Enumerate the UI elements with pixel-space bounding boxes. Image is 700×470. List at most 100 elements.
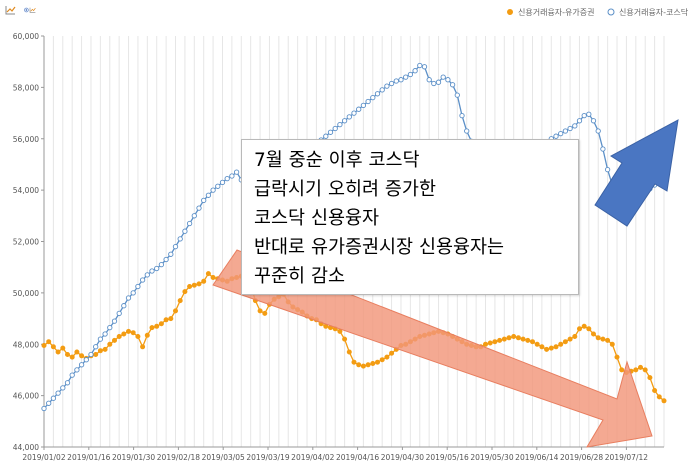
data-point-kosdaq xyxy=(562,128,569,134)
data-point-kospi xyxy=(65,351,71,357)
data-point-kosdaq xyxy=(572,123,578,129)
data-point-kosdaq xyxy=(337,121,343,128)
data-point-kosdaq xyxy=(233,169,240,175)
data-point-kospi xyxy=(69,354,75,360)
data-point-kosdaq xyxy=(403,74,409,80)
data-point-kospi xyxy=(633,367,639,373)
data-point-kosdaq xyxy=(158,261,165,268)
data-point-kospi xyxy=(154,323,160,329)
data-point-kospi xyxy=(492,339,498,345)
data-point-kospi xyxy=(525,337,531,343)
x-tick-label: 2019/04/30 xyxy=(381,453,424,462)
data-point-kospi xyxy=(140,344,146,350)
data-point-kosdaq xyxy=(210,187,216,193)
data-point-kospi xyxy=(497,337,503,343)
data-point-kospi xyxy=(600,336,606,342)
data-point-kospi xyxy=(595,335,601,341)
y-tick-label: 44,000 xyxy=(13,443,39,452)
data-point-kospi xyxy=(79,353,85,359)
data-point-kospi xyxy=(187,283,193,289)
data-point-kosdaq xyxy=(558,130,564,137)
data-point-kospi xyxy=(262,310,268,316)
data-point-kospi xyxy=(515,335,521,341)
data-point-kosdaq xyxy=(440,74,446,80)
data-point-kospi xyxy=(356,362,362,368)
data-point-kospi xyxy=(55,349,61,355)
data-point-kosdaq xyxy=(567,125,573,132)
data-point-kospi xyxy=(342,336,348,342)
data-point-kosdaq xyxy=(224,175,230,182)
x-tick-label: 2019/03/05 xyxy=(202,453,245,462)
data-point-kosdaq xyxy=(327,129,334,135)
data-point-kospi xyxy=(149,325,155,331)
data-point-kosdaq xyxy=(191,213,197,219)
data-point-kosdaq xyxy=(398,77,404,83)
data-point-kosdaq xyxy=(332,125,338,132)
data-point-kospi xyxy=(576,326,582,332)
x-tick-label: 2019/04/02 xyxy=(291,453,334,462)
data-point-kosdaq xyxy=(445,77,451,83)
data-point-kospi xyxy=(205,271,211,277)
x-tick-label: 2019/04/16 xyxy=(336,453,379,462)
data-point-kosdaq xyxy=(374,91,381,97)
x-tick-label: 2019/03/19 xyxy=(246,453,289,462)
data-point-kosdaq xyxy=(215,183,221,189)
data-point-kosdaq xyxy=(41,405,47,412)
data-point-kospi xyxy=(41,342,47,348)
x-tick-label: 2019/06/28 xyxy=(560,453,603,462)
data-point-kosdaq xyxy=(431,80,437,87)
data-point-kospi xyxy=(46,339,52,345)
callout-line: 코스닥 신용융자 xyxy=(254,208,380,229)
data-point-kosdaq xyxy=(454,92,460,98)
x-tick-label: 2019/01/16 xyxy=(67,453,110,462)
data-point-kosdaq xyxy=(69,372,75,378)
data-point-kospi xyxy=(168,316,174,322)
data-point-kosdaq xyxy=(172,243,179,250)
data-point-kosdaq xyxy=(604,166,611,173)
data-point-kosdaq xyxy=(93,344,99,350)
data-point-kospi xyxy=(487,340,493,346)
data-point-kospi xyxy=(558,341,564,347)
data-point-kospi xyxy=(346,349,352,355)
data-point-kospi xyxy=(173,308,179,314)
data-point-kosdaq xyxy=(595,128,601,134)
data-point-kosdaq xyxy=(182,228,188,234)
data-point-kosdaq xyxy=(323,133,329,139)
up-arrow-annotation xyxy=(594,119,679,227)
y-tick-label: 60,000 xyxy=(13,32,39,41)
data-point-kosdaq xyxy=(163,256,169,263)
x-tick-label: 2019/05/30 xyxy=(470,453,513,462)
y-tick-label: 54,000 xyxy=(13,186,39,195)
legend-marker-kospi xyxy=(507,9,513,15)
data-point-kospi xyxy=(130,330,136,336)
data-point-kospi xyxy=(182,289,188,295)
data-point-kosdaq xyxy=(50,395,57,401)
data-point-kosdaq xyxy=(121,303,127,309)
data-point-kosdaq xyxy=(111,318,118,324)
line-chart-icon[interactable] xyxy=(4,4,16,15)
data-point-kosdaq xyxy=(426,77,432,83)
data-point-kospi xyxy=(544,346,550,352)
data-point-kospi xyxy=(605,337,611,343)
callout-line: 반대로 유가증권시장 신용융자는 xyxy=(254,237,505,258)
legend: 신용거래융자-유가증권 신용거래융자-코스닥 xyxy=(507,7,689,17)
data-point-kosdaq xyxy=(168,251,174,257)
data-point-kosdaq xyxy=(125,295,132,301)
y-tick-label: 58,000 xyxy=(13,83,39,92)
data-point-kosdaq xyxy=(590,118,597,124)
data-point-kospi xyxy=(370,360,376,366)
data-point-kosdaq xyxy=(384,83,390,89)
data-point-kospi xyxy=(539,344,545,350)
y-tick-label: 50,000 xyxy=(13,289,39,298)
x-tick-label: 2019/06/14 xyxy=(515,453,558,462)
data-point-kospi xyxy=(121,331,127,337)
data-point-kospi xyxy=(520,336,526,342)
x-tick-label: 2019/01/02 xyxy=(22,453,65,462)
radio-line-chart-icon[interactable] xyxy=(24,4,36,15)
annotation-callout: 7월 중순 이후 코스닥 급락시기 오히려 증가한 코스닥 신용융자 반대로 유… xyxy=(241,139,579,295)
data-point-kosdaq xyxy=(130,290,136,296)
data-point-kosdaq xyxy=(201,197,207,204)
data-point-kosdaq xyxy=(83,357,89,363)
axes: 44,000 46,000 48,000 50,000 52,000 54,000 56,0… xyxy=(13,32,664,462)
data-point-kosdaq xyxy=(421,64,428,70)
